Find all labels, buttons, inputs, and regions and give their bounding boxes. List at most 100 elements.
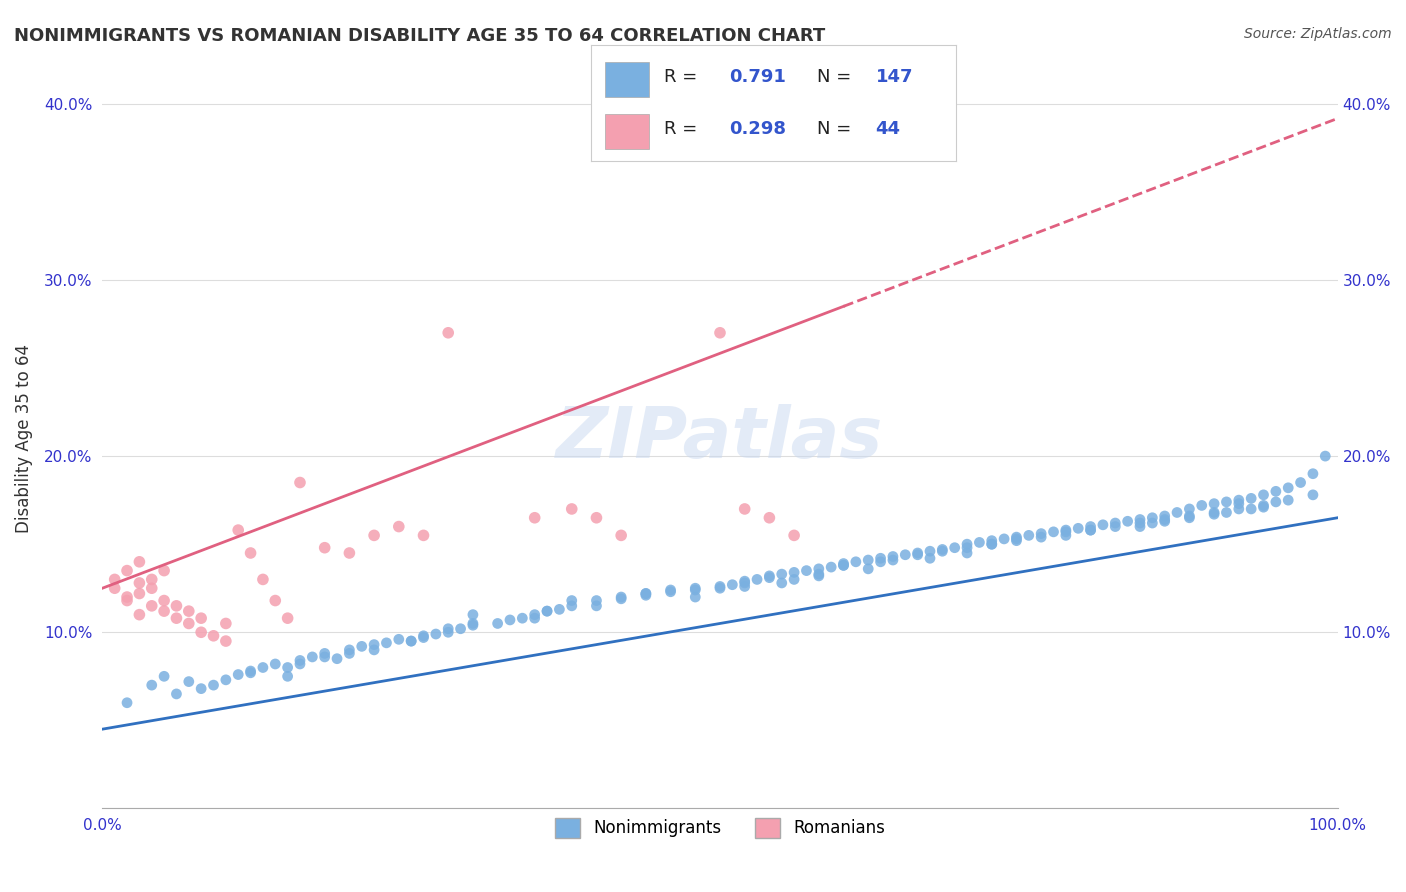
Point <box>993 532 1015 546</box>
Point <box>153 604 176 618</box>
Point <box>461 618 484 632</box>
Point <box>190 681 212 696</box>
Point <box>523 510 546 524</box>
Point <box>894 548 917 562</box>
Point <box>832 558 855 573</box>
Point <box>745 573 768 587</box>
Point <box>561 599 583 613</box>
Point <box>969 535 991 549</box>
Point <box>215 634 238 648</box>
Point <box>388 519 411 533</box>
Point <box>128 555 150 569</box>
Point <box>1166 506 1188 520</box>
Point <box>1253 499 1275 513</box>
Point <box>1153 508 1175 523</box>
Point <box>190 625 212 640</box>
Point <box>412 528 434 542</box>
Point <box>215 673 238 687</box>
Point <box>399 634 422 648</box>
Point <box>1315 449 1337 463</box>
Point <box>1204 497 1226 511</box>
Point <box>758 571 780 585</box>
Point <box>807 569 830 583</box>
Point <box>734 502 756 516</box>
Point <box>685 582 707 597</box>
Point <box>202 629 225 643</box>
Text: N =: N = <box>817 68 858 86</box>
Point <box>882 553 904 567</box>
Point <box>1104 519 1126 533</box>
Point <box>770 567 793 582</box>
Point <box>350 640 373 654</box>
Point <box>314 541 336 555</box>
Point <box>907 548 929 562</box>
Point <box>770 576 793 591</box>
Point <box>461 616 484 631</box>
Point <box>869 551 891 566</box>
Point <box>165 611 187 625</box>
Point <box>252 660 274 674</box>
Point <box>1091 517 1114 532</box>
Point <box>734 574 756 589</box>
Point <box>288 657 311 671</box>
Point <box>956 541 979 555</box>
Point <box>980 533 1002 548</box>
Point <box>1080 519 1102 533</box>
Point <box>388 632 411 647</box>
Point <box>1253 500 1275 515</box>
Text: R =: R = <box>664 120 703 138</box>
Point <box>1042 524 1064 539</box>
Point <box>437 625 460 640</box>
Point <box>796 564 818 578</box>
Point <box>931 542 953 557</box>
Point <box>1227 497 1250 511</box>
Point <box>1054 524 1077 539</box>
FancyBboxPatch shape <box>605 114 650 149</box>
Point <box>165 599 187 613</box>
Point <box>523 611 546 625</box>
Point <box>177 674 200 689</box>
Point <box>226 523 249 537</box>
Point <box>239 664 262 678</box>
Point <box>1302 488 1324 502</box>
Point <box>288 653 311 667</box>
Point <box>437 326 460 340</box>
Point <box>659 582 682 597</box>
Point <box>931 544 953 558</box>
Point <box>685 590 707 604</box>
Point <box>141 581 163 595</box>
Point <box>807 562 830 576</box>
Point <box>523 607 546 622</box>
Point <box>1178 502 1201 516</box>
Point <box>239 665 262 680</box>
Point <box>412 629 434 643</box>
Point <box>115 564 138 578</box>
Point <box>277 660 299 674</box>
Point <box>363 638 385 652</box>
Point <box>1142 510 1164 524</box>
Point <box>499 613 522 627</box>
Point <box>548 602 571 616</box>
Point <box>177 604 200 618</box>
Point <box>252 573 274 587</box>
Point <box>128 576 150 591</box>
Point <box>1178 508 1201 523</box>
Point <box>301 649 323 664</box>
Point <box>1031 526 1053 541</box>
Point <box>1054 528 1077 542</box>
Point <box>425 627 447 641</box>
Point <box>585 593 607 607</box>
Point <box>1178 510 1201 524</box>
Point <box>326 651 349 665</box>
Point <box>226 667 249 681</box>
Point <box>832 558 855 573</box>
Point <box>1277 493 1299 508</box>
Point <box>561 502 583 516</box>
Point <box>1129 519 1152 533</box>
Point <box>858 553 880 567</box>
Point <box>1253 488 1275 502</box>
Point <box>634 586 657 600</box>
Point <box>486 616 509 631</box>
Point <box>128 607 150 622</box>
Point <box>363 528 385 542</box>
